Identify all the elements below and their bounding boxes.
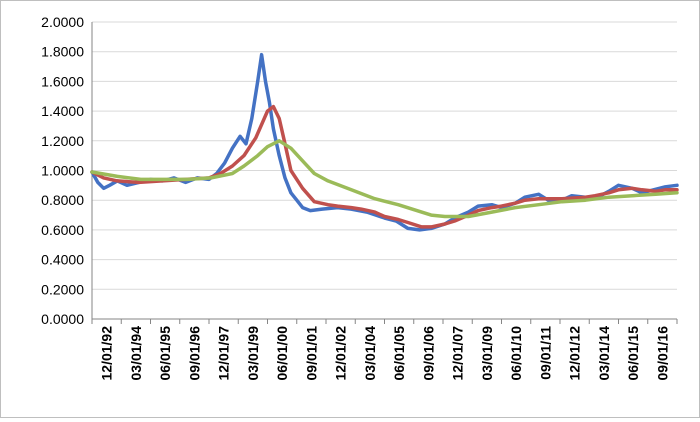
y-axis-tick-labels: 0.0000 0.2000 0.4000 0.6000 0.8000 1.0000 1.20… <box>41 14 84 327</box>
x-tick-label: 06/01/10 <box>508 326 524 381</box>
y-tick-label: 1.4000 <box>41 103 84 119</box>
x-tick-label: 09/01/16 <box>654 326 670 381</box>
x-tick-label: 06/01/15 <box>625 326 641 381</box>
x-tick-label: 12/01/92 <box>99 326 115 381</box>
x-tick-label: 06/01/05 <box>391 326 407 381</box>
x-tick-label: 12/01/02 <box>333 326 349 381</box>
y-tick-label: 1.2000 <box>41 133 84 149</box>
x-tick-label: 06/01/95 <box>157 326 173 381</box>
x-tick-label: 09/01/01 <box>303 326 319 381</box>
x-tick-label: 03/01/14 <box>596 326 612 381</box>
y-tick-label: 1.6000 <box>41 73 84 89</box>
y-tick-label: 0.6000 <box>41 222 84 238</box>
x-tick-label: 03/01/94 <box>128 326 144 381</box>
series-line-2 <box>90 104 679 229</box>
x-tick-label: 03/01/09 <box>479 326 495 381</box>
x-tick-label: 12/01/97 <box>216 326 232 381</box>
series-line-3 <box>90 139 679 219</box>
y-tick-label: 1.0000 <box>41 163 84 179</box>
y-tick-label: 0.4000 <box>41 252 84 268</box>
series-lines <box>90 52 679 232</box>
x-tick-label: 09/01/11 <box>537 326 553 380</box>
gridlines <box>92 21 677 290</box>
y-tick-label: 2.0000 <box>41 14 84 30</box>
x-tick-label: 03/01/04 <box>362 326 378 381</box>
x-tick-label: 12/01/07 <box>450 326 466 381</box>
x-tick-label: 03/01/99 <box>245 326 261 381</box>
axes <box>91 22 678 324</box>
y-tick-label: 0.8000 <box>41 192 84 208</box>
x-tick-label: 06/01/00 <box>274 326 290 381</box>
y-tick-label: 0.0000 <box>41 311 84 327</box>
x-tick-label: 09/01/96 <box>186 326 202 381</box>
x-axis-tick-labels: 12/01/92 03/01/94 06/01/95 09/01/96 12/01/97… <box>99 326 671 381</box>
x-tick-label: 09/01/06 <box>420 326 436 381</box>
y-tick-label: 0.2000 <box>41 281 84 297</box>
y-tick-label: 1.8000 <box>41 44 84 60</box>
x-tick-label: 12/01/12 <box>567 326 583 381</box>
